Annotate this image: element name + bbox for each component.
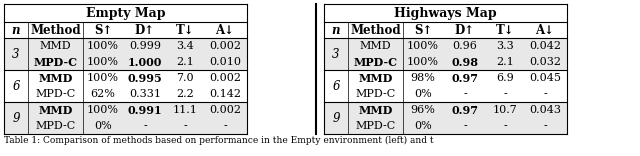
Text: Method: Method [30,24,81,37]
Bar [324,86,567,102]
Text: 10.7: 10.7 [493,105,517,115]
Text: 0.97: 0.97 [451,105,479,115]
Text: 9: 9 [332,112,340,124]
Text: 0.002: 0.002 [209,73,241,83]
Text: 0.96: 0.96 [452,41,477,51]
Text: 0.042: 0.042 [529,41,561,51]
Text: -: - [223,121,227,131]
Text: MPD-C: MPD-C [355,89,396,99]
Text: 0.002: 0.002 [209,41,241,51]
Text: -: - [503,89,507,99]
Bar [4,38,247,54]
Text: 96%: 96% [411,105,435,115]
Text: 0%: 0% [414,89,432,99]
Text: -: - [503,121,507,131]
Text: 3: 3 [332,47,340,61]
Bar [4,102,247,118]
Text: 0.98: 0.98 [451,56,479,68]
Text: Table 1: Comparison of methods based on performance in the Empty environment (le: Table 1: Comparison of methods based on … [4,136,434,145]
Text: MMD: MMD [40,41,71,51]
Bar [4,102,247,118]
Bar [4,70,247,86]
Text: 0%: 0% [94,121,112,131]
Text: 6: 6 [12,80,20,93]
Bar [324,54,567,70]
Bar [324,38,567,54]
Text: -: - [463,121,467,131]
Bar [324,102,567,118]
Text: -: - [463,89,467,99]
Text: A↓: A↓ [216,24,234,37]
Text: 0.032: 0.032 [529,57,561,67]
Text: n: n [12,24,20,37]
Text: Empty Map: Empty Map [86,7,165,20]
Text: MMD: MMD [358,73,393,83]
Text: 100%: 100% [87,105,119,115]
Text: Method: Method [350,24,401,37]
Text: n: n [332,24,340,37]
Text: Highways Map: Highways Map [394,7,497,20]
Text: MMD: MMD [358,105,393,115]
Text: 100%: 100% [87,57,119,67]
Bar [4,38,247,54]
Bar [324,70,567,86]
Text: 100%: 100% [87,73,119,83]
Text: 100%: 100% [407,57,439,67]
Text: 2.1: 2.1 [176,57,194,67]
Text: 0.043: 0.043 [529,105,561,115]
Text: 100%: 100% [87,41,119,51]
Text: MMD: MMD [360,41,391,51]
Text: 3.3: 3.3 [496,41,514,51]
Text: 98%: 98% [411,73,435,83]
Bar [4,86,247,102]
Bar [324,38,567,54]
Text: MMD: MMD [38,73,73,83]
Text: 2.2: 2.2 [176,89,194,99]
Text: -: - [143,121,147,131]
Text: T↓: T↓ [176,24,195,37]
Text: MPD-C: MPD-C [35,89,76,99]
Text: 11.1: 11.1 [173,105,197,115]
Text: 7.0: 7.0 [176,73,194,83]
Text: 2.1: 2.1 [496,57,514,67]
Text: MPD-C: MPD-C [35,121,76,131]
Text: S↑: S↑ [94,24,112,37]
Bar [4,70,247,86]
Text: 100%: 100% [407,41,439,51]
Text: MPD-C: MPD-C [33,56,77,68]
Text: 62%: 62% [91,89,115,99]
Text: D↑: D↑ [135,24,155,37]
Bar [324,70,567,86]
Text: MMD: MMD [38,105,73,115]
Text: D↑: D↑ [455,24,475,37]
Text: A↓: A↓ [536,24,554,37]
Text: -: - [183,121,187,131]
Text: 0.045: 0.045 [529,73,561,83]
Text: T↓: T↓ [496,24,515,37]
Text: 0.002: 0.002 [209,105,241,115]
Bar [4,54,247,70]
Text: 0.97: 0.97 [451,73,479,83]
Bar [324,102,567,118]
Bar [4,118,247,134]
Text: 0.991: 0.991 [128,105,163,115]
Text: 0%: 0% [414,121,432,131]
Text: 3.4: 3.4 [176,41,194,51]
Text: 6: 6 [332,80,340,93]
Text: 0.010: 0.010 [209,57,241,67]
Text: 0.999: 0.999 [129,41,161,51]
Text: MPD-C: MPD-C [353,56,397,68]
Bar [324,118,567,134]
Text: 9: 9 [12,112,20,124]
Text: MPD-C: MPD-C [355,121,396,131]
Text: 3: 3 [12,47,20,61]
Text: -: - [543,89,547,99]
Text: 0.142: 0.142 [209,89,241,99]
Text: 1.000: 1.000 [128,56,162,68]
Text: 0.331: 0.331 [129,89,161,99]
Text: 6.9: 6.9 [496,73,514,83]
Text: 0.995: 0.995 [127,73,163,83]
Text: S↑: S↑ [414,24,432,37]
Text: -: - [543,121,547,131]
